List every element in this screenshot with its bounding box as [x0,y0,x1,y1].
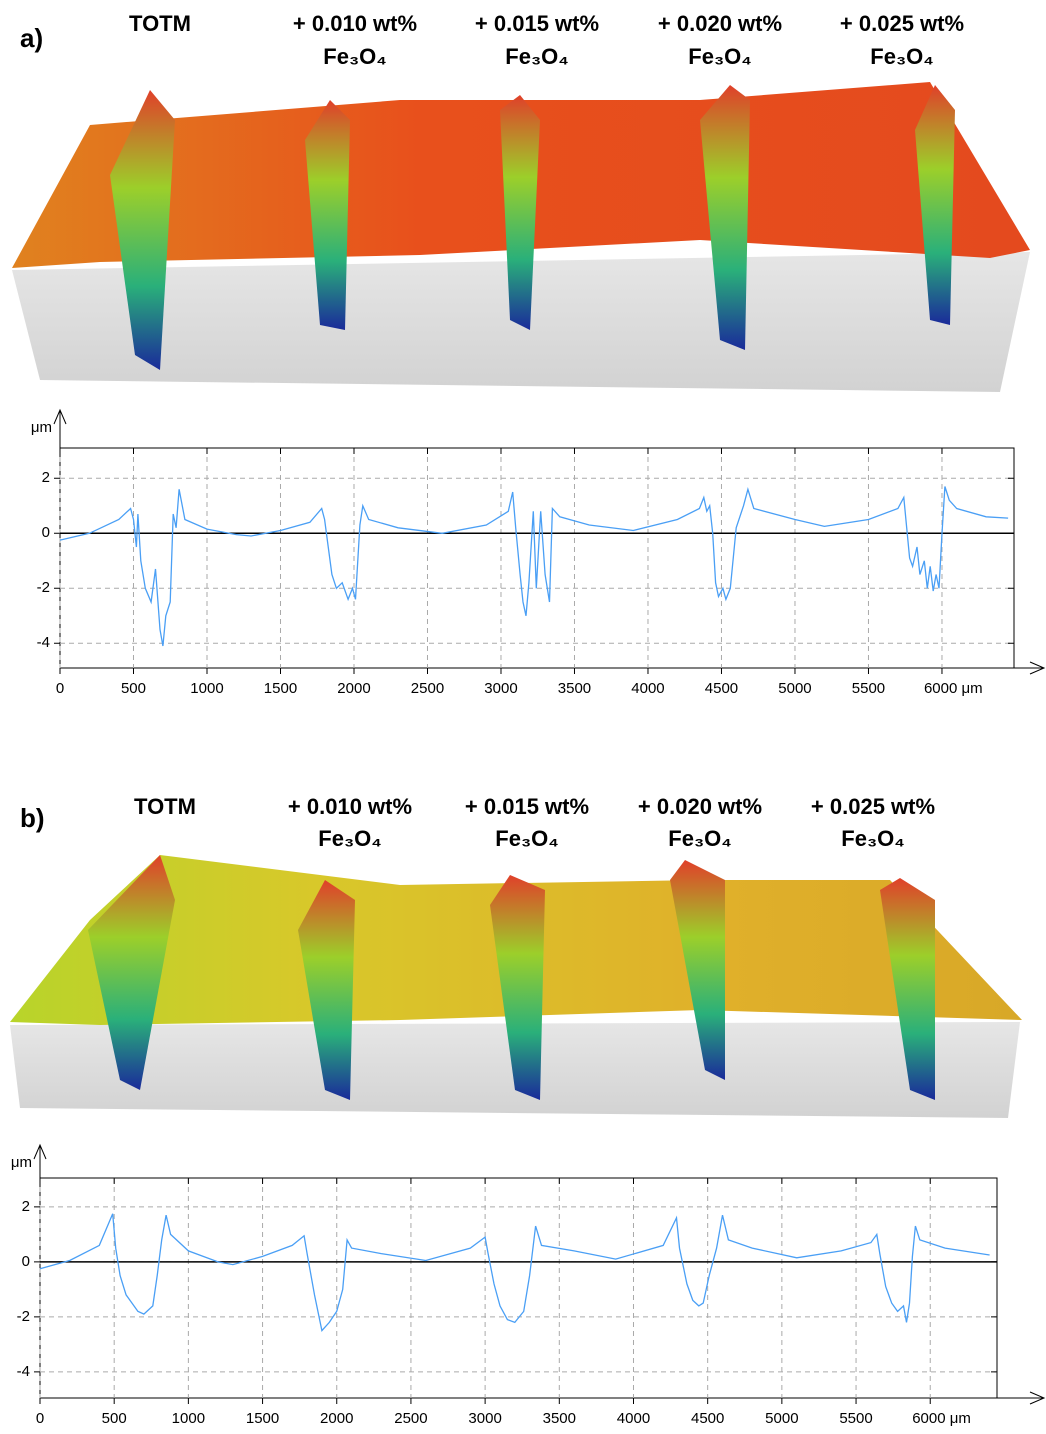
surface-render-b [10,855,1022,1118]
x-tick-label: 4000 [617,1410,650,1427]
x-tick-label: 3000 [468,1410,501,1427]
x-tick-label: 2500 [411,680,444,697]
x-axis-arrowhead [1029,1391,1046,1405]
sample-label: + 0.010 wt% [288,794,412,819]
x-tick-label: 1000 [172,1410,205,1427]
x-tick-label: 4000 [631,680,664,697]
sample-label: Fe₃O₄ [841,826,904,851]
x-tick-label: 500 [121,680,146,697]
sample-label: Fe₃O₄ [870,44,933,69]
y-tick-label: 2 [22,1198,30,1215]
sample-label: + 0.015 wt% [465,794,589,819]
sample-label: + 0.020 wt% [658,11,782,36]
x-tick-label: 4500 [691,1410,724,1427]
y-axis-arrowhead [53,408,67,425]
y-axis-label: μm [31,419,52,436]
sample-label: TOTM [134,794,196,819]
y-axis-label: μm [11,1154,32,1171]
y-tick-label: 0 [42,524,50,541]
y-tick-label: -4 [37,634,50,651]
sample-label: + 0.020 wt% [638,794,762,819]
sample-label: Fe₃O₄ [688,44,751,69]
x-tick-label: 5500 [839,1410,872,1427]
x-tick-label: 6000 μm [912,1410,971,1427]
surface-render-a [12,82,1030,392]
sample-label: Fe₃O₄ [505,44,568,69]
sample-label: Fe₃O₄ [668,826,731,851]
sample-label: + 0.010 wt% [293,11,417,36]
profile-line [59,486,1009,647]
panel-label: a) [20,23,43,53]
y-tick-label: -2 [37,579,50,596]
y-tick-label: -4 [17,1363,30,1380]
x-tick-label: 0 [36,1410,44,1427]
x-tick-label: 5500 [852,680,885,697]
sample-label: Fe₃O₄ [323,44,386,69]
x-tick-label: 1000 [190,680,223,697]
x-tick-label: 6000 μm [924,680,983,697]
panel-label: b) [20,803,45,833]
plot-frame [39,1177,998,1399]
x-tick-label: 500 [102,1410,127,1427]
sample-label: + 0.015 wt% [475,11,599,36]
x-tick-label: 3500 [558,680,591,697]
y-tick-label: -2 [17,1308,30,1325]
sample-label: + 0.025 wt% [840,11,964,36]
x-tick-label: 2000 [337,680,370,697]
x-tick-label: 5000 [778,680,811,697]
x-tick-label: 1500 [264,680,297,697]
y-tick-label: 0 [22,1253,30,1270]
sample-label: TOTM [129,11,191,36]
x-axis-arrowhead [1029,661,1046,675]
x-tick-label: 4500 [705,680,738,697]
sample-label: Fe₃O₄ [495,826,558,851]
sample-label: Fe₃O₄ [318,826,381,851]
y-axis-arrowhead [33,1143,47,1160]
plot-frame [59,447,1015,669]
x-tick-label: 3500 [543,1410,576,1427]
sample-label: + 0.025 wt% [811,794,935,819]
x-tick-label: 2000 [320,1410,353,1427]
x-tick-label: 2500 [394,1410,427,1427]
x-tick-label: 3000 [484,680,517,697]
x-tick-label: 1500 [246,1410,279,1427]
x-tick-label: 5000 [765,1410,798,1427]
profile-line [39,1213,990,1332]
y-tick-label: 2 [42,469,50,486]
x-tick-label: 0 [56,680,64,697]
